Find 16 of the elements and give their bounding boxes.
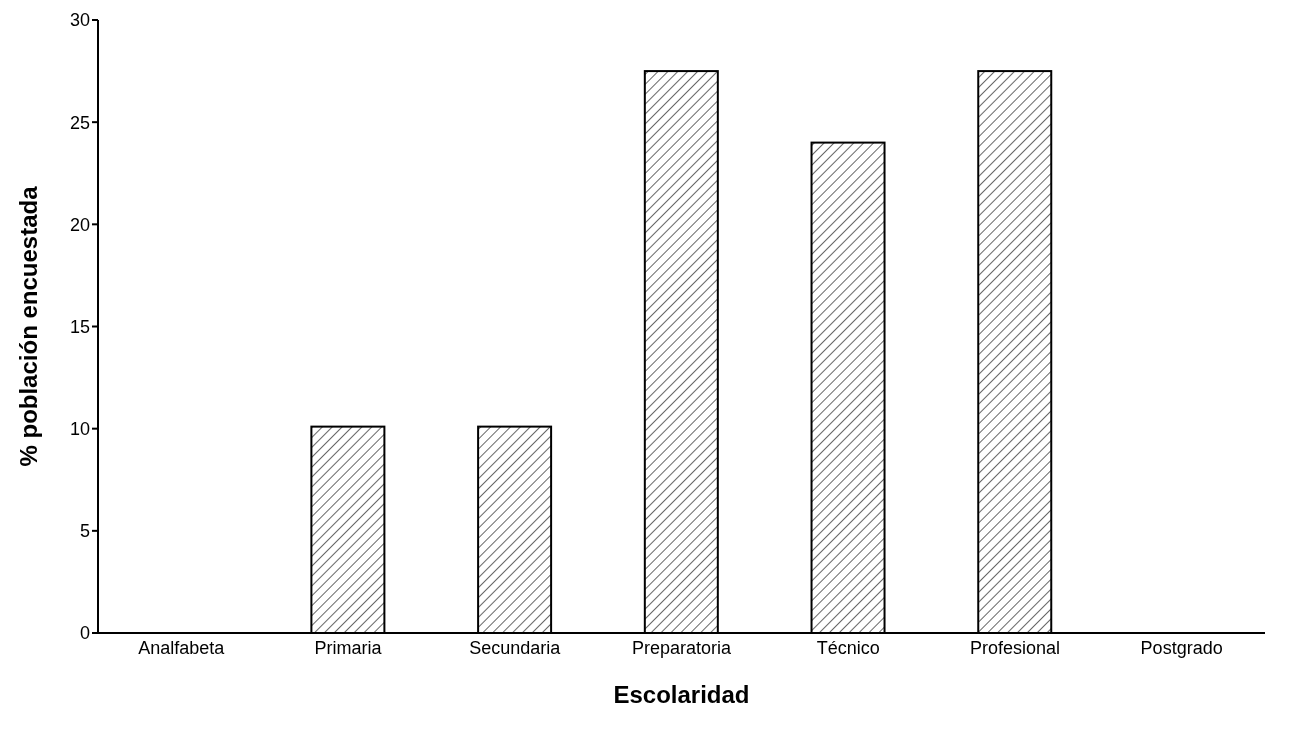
x-tick-label: Secundaria (469, 637, 562, 658)
y-tick-label: 5 (79, 521, 90, 542)
y-tick-label: 25 (69, 112, 90, 133)
y-tick-label: 0 (79, 623, 90, 644)
y-axis-title: % población encuestada (14, 185, 42, 467)
x-axis-title: Escolaridad (613, 681, 750, 708)
y-tick-label: 30 (69, 10, 90, 31)
y-tick-label: 20 (69, 214, 90, 235)
y-tick-label: 15 (69, 316, 90, 337)
x-tick-label: Profesional (969, 637, 1060, 658)
x-tick-label: Postgrado (1140, 637, 1223, 658)
x-tick-label: Preparatoria (631, 637, 733, 658)
x-tick-label: Técnico (816, 637, 880, 658)
y-tick-label: 10 (69, 419, 90, 440)
x-tick-label: Primaria (314, 637, 383, 658)
x-tick-label: Analfabeta (138, 637, 226, 658)
